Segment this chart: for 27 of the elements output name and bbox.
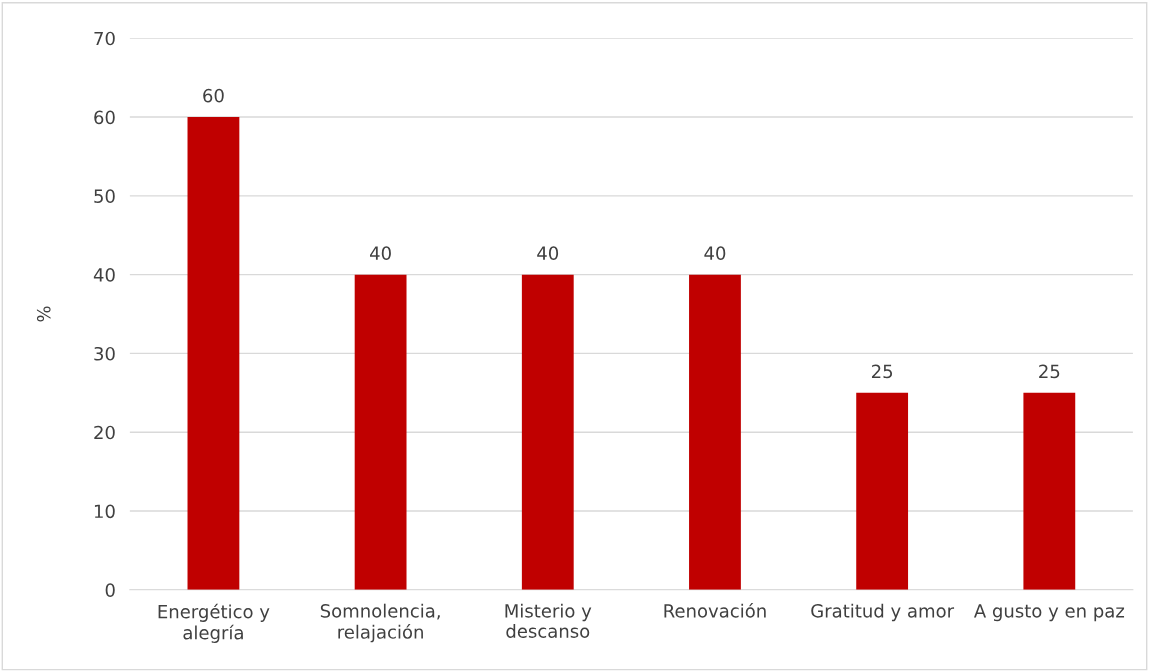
data-label: 25 bbox=[871, 364, 893, 379]
data-label: 40 bbox=[704, 246, 726, 261]
data-label: 60 bbox=[203, 88, 224, 103]
data-label: 40 bbox=[370, 246, 391, 261]
x-tick-label: Gratitud y amor bbox=[811, 603, 955, 622]
y-tick-label: 40 bbox=[93, 268, 115, 282]
bar bbox=[856, 392, 909, 590]
data-label: 40 bbox=[537, 246, 559, 261]
bar bbox=[354, 274, 407, 590]
data-label: 25 bbox=[1039, 364, 1060, 379]
bar bbox=[689, 274, 741, 590]
bar bbox=[521, 274, 574, 590]
x-tick-label: Somnolencia, relajación bbox=[320, 603, 440, 643]
x-tick-label: Misterio y descanso bbox=[505, 603, 592, 638]
x-tick-label: Renovación bbox=[664, 602, 766, 618]
y-tick-label: 50 bbox=[94, 189, 115, 203]
x-tick-label: A gusto y en paz bbox=[973, 604, 1125, 622]
y-tick-label: 30 bbox=[94, 346, 115, 361]
x-tick-label: Energético y alegría bbox=[158, 603, 270, 643]
y-tick-label: 0 bbox=[105, 583, 115, 597]
bar bbox=[1023, 392, 1076, 590]
y-tick-label: 60 bbox=[94, 110, 115, 125]
y-tick-label: 70 bbox=[94, 31, 115, 46]
y-axis-title: % bbox=[36, 306, 51, 322]
y-tick-label: 20 bbox=[94, 425, 115, 440]
bar bbox=[187, 117, 240, 590]
y-tick-label: 10 bbox=[94, 504, 115, 519]
